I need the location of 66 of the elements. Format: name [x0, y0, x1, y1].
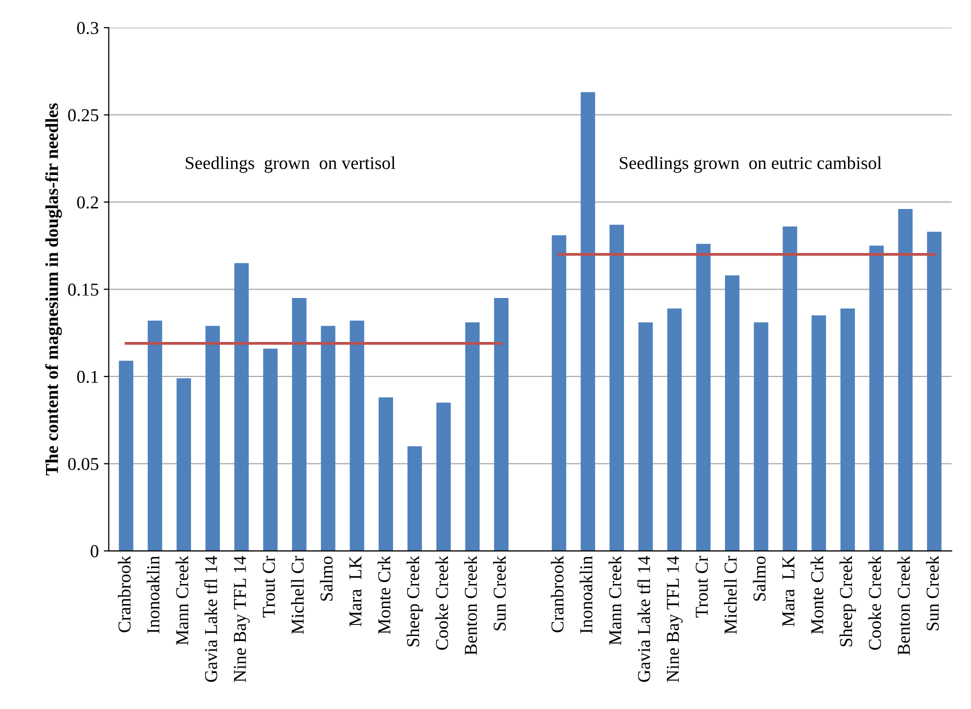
x-tick-label: Mann Creek — [608, 556, 622, 645]
bar — [205, 326, 220, 551]
x-tick-label: Gavia Lake tfl 14 — [637, 556, 650, 682]
y-tick-label: 0.3 — [77, 22, 98, 34]
bar — [436, 402, 451, 551]
bar — [292, 298, 306, 551]
x-tick-label: Gavia Lake tfl 14 — [204, 556, 218, 682]
bar — [812, 315, 826, 551]
y-tick-label: 0 — [90, 545, 98, 558]
bar — [378, 397, 394, 551]
x-tick-label: Nine Bay TFL 14 — [234, 556, 250, 682]
bar — [869, 246, 884, 551]
bar — [667, 308, 682, 551]
bar — [927, 232, 942, 551]
x-tick-label: Sheep Creek — [406, 556, 423, 646]
bar — [552, 235, 566, 551]
x-tick-label: Cooke Creek — [868, 556, 882, 650]
x-tick-label: Trout Cr — [696, 556, 708, 618]
x-tick-label: Salmo — [320, 556, 333, 601]
x-tick-label: Mara LK — [350, 556, 362, 626]
bar — [407, 446, 422, 551]
x-tick-label: Benton Creek — [897, 556, 910, 656]
bar — [754, 322, 768, 551]
bar — [840, 308, 855, 551]
x-tick-label: Cranbrook — [118, 556, 131, 632]
bar — [118, 360, 134, 551]
x-tick-label: Cranbrook — [550, 556, 564, 632]
bar — [320, 326, 336, 551]
bar — [148, 320, 162, 551]
bar — [465, 322, 480, 551]
bar — [350, 320, 364, 551]
x-tick-label: Sun Creek — [493, 556, 506, 630]
x-tick-label: Sun Creek — [926, 556, 939, 630]
x-tick-label: Monte Crk — [810, 556, 824, 634]
x-tick-label: Inonoaklin — [580, 556, 592, 634]
x-tick-label: Michell Cr — [724, 556, 737, 634]
y-tick-label: 0.1 — [77, 370, 98, 383]
x-tick-label: Cooke Creek — [435, 556, 448, 650]
bar — [263, 348, 278, 551]
bar — [494, 298, 509, 551]
y-axis-title: The content of magnesium in douglas-fir needles — [45, 103, 62, 476]
bar — [176, 378, 192, 551]
x-tick-label: Benton Creek — [464, 556, 477, 656]
x-tick-label: Mann Creek — [176, 556, 188, 645]
annotation: Seedlings grown on vertisol — [186, 156, 396, 173]
bar — [638, 322, 653, 551]
y-tick-label: 0.05 — [68, 458, 98, 470]
y-tick-label: 0.2 — [77, 196, 98, 209]
x-tick-label: Michell Cr — [291, 556, 304, 634]
x-tick-label: Nine Bay TFL 14 — [666, 556, 683, 682]
bar — [580, 92, 596, 551]
bar — [610, 224, 624, 551]
bar — [782, 226, 798, 551]
bar — [696, 244, 711, 551]
y-tick-label: 0.15 — [68, 284, 98, 296]
x-tick-label: Sheep Creek — [839, 556, 856, 646]
bar — [725, 275, 740, 551]
x-tick-label: Inonoaklin — [146, 556, 160, 634]
x-tick-label: Trout Cr — [262, 556, 275, 618]
annotation: Seedlings grown on eutric cambisol — [620, 156, 882, 173]
y-tick-label: 0.25 — [68, 109, 98, 122]
x-tick-label: Monte Crk — [378, 556, 390, 634]
x-tick-label: Mara LK — [782, 556, 794, 626]
bar — [234, 263, 249, 551]
bar — [898, 209, 913, 551]
x-tick-label: Salmo — [752, 556, 766, 601]
